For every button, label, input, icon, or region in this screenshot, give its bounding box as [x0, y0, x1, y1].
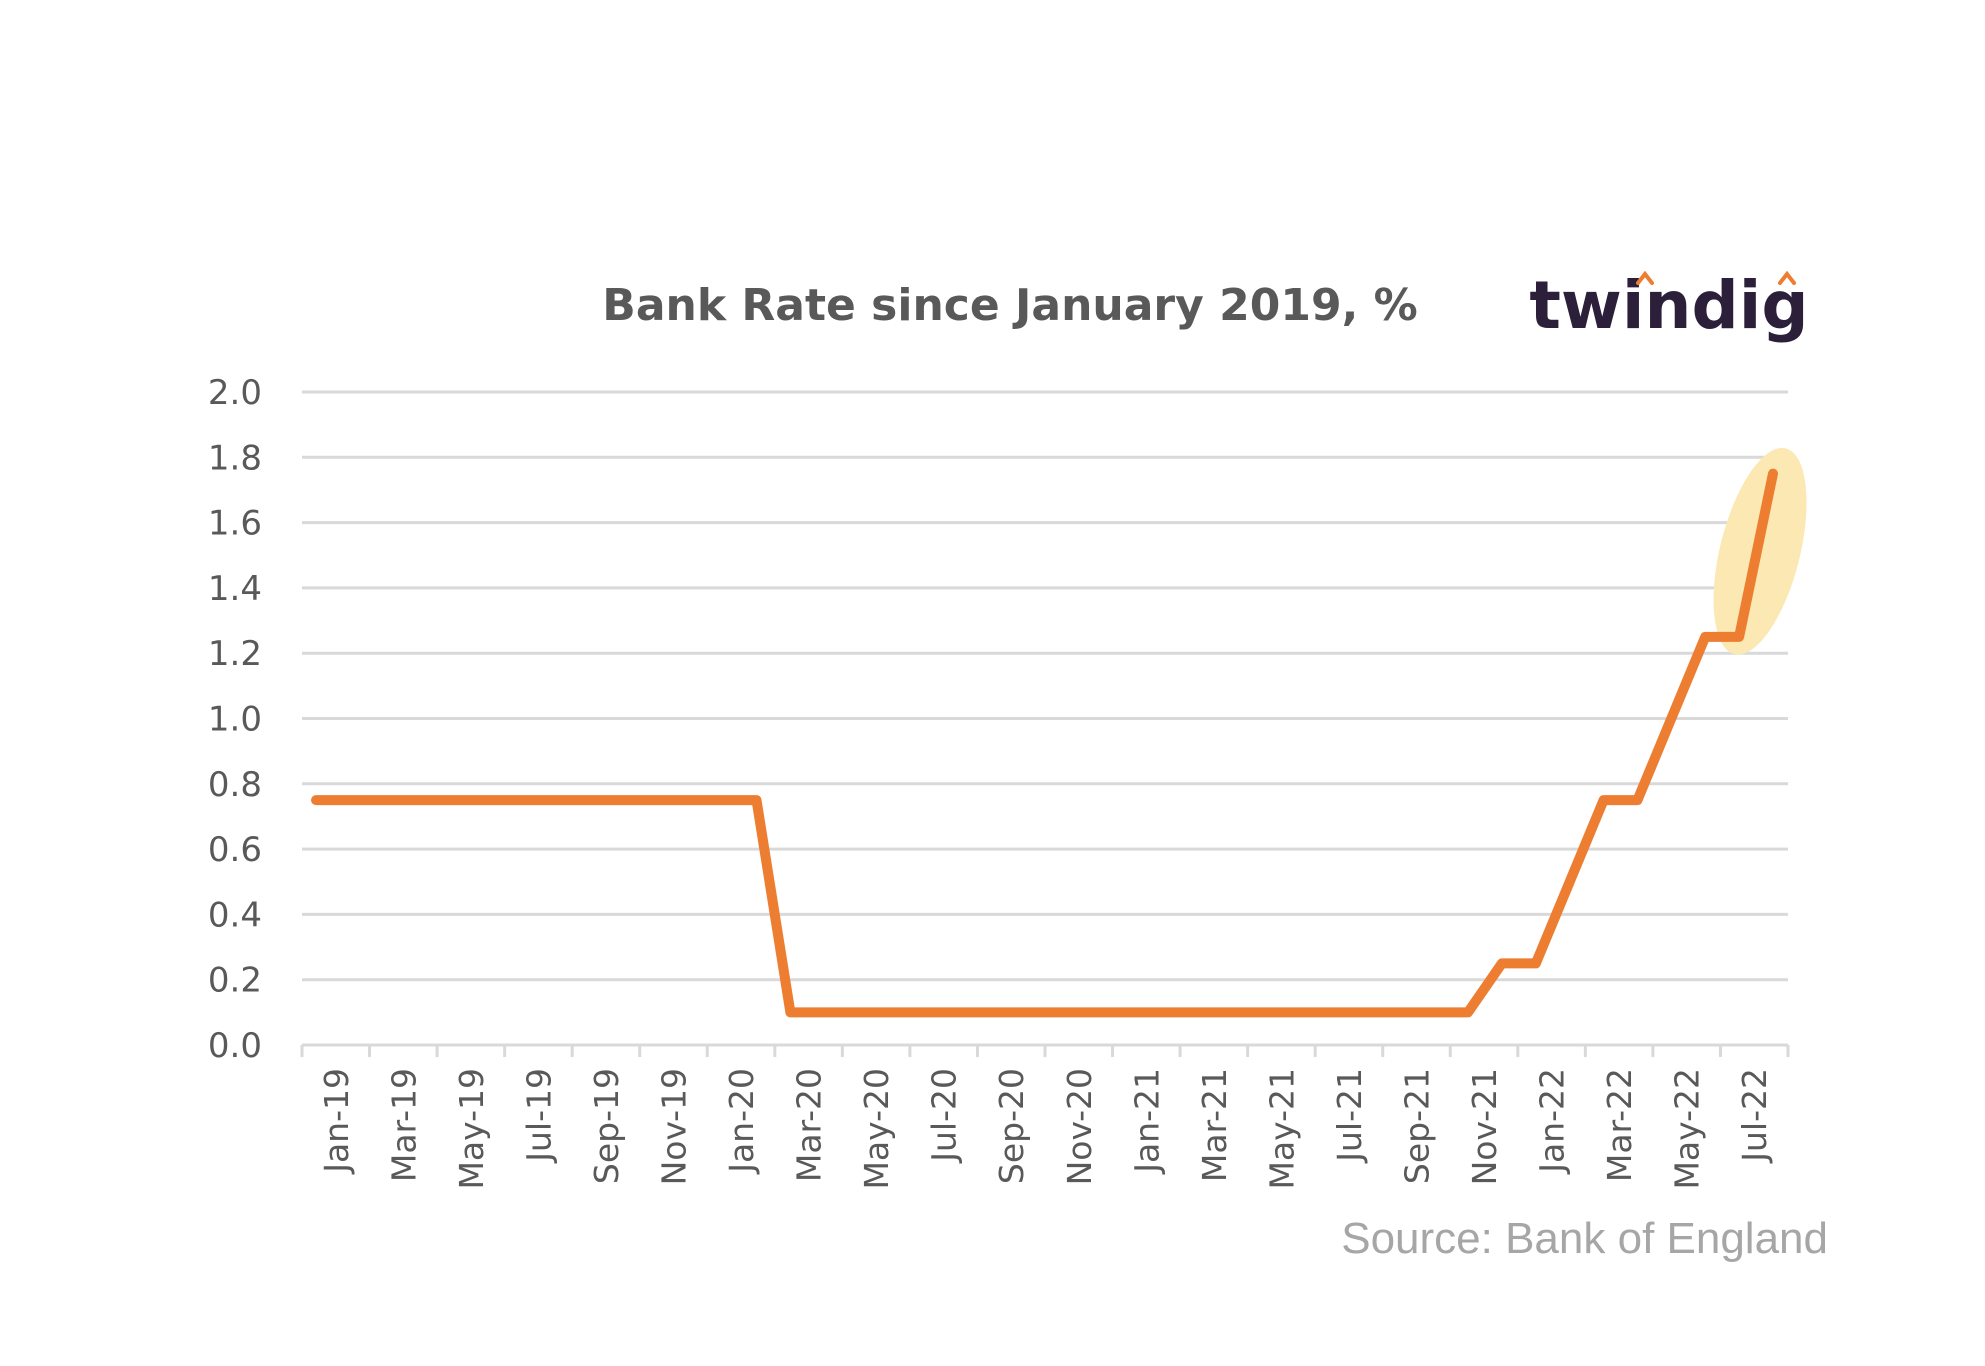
y-tick-label: 0.0: [208, 1026, 262, 1066]
x-tick-label: Jul-19: [519, 1068, 558, 1164]
y-tick-label: 1.4: [208, 569, 262, 609]
x-axis: Jan-19 Mar-19 May-19 Jul-19 Sep-19 Nov-19 Jan-…: [300, 1043, 1790, 1190]
x-tick-label: Jan-20: [722, 1068, 761, 1175]
x-tick-label: Mar-19: [384, 1068, 423, 1182]
x-tick-label: Sep-21: [1398, 1068, 1437, 1184]
y-tick-label: 0.8: [208, 765, 262, 805]
logo-caret-icon: [1636, 270, 1654, 285]
y-tick-label: 1.2: [208, 634, 262, 674]
series-line: [311, 468, 1778, 1018]
chart-title: Bank Rate since January 2019, %: [602, 280, 1417, 331]
x-tick-label: May-19: [452, 1068, 491, 1190]
y-tick-label: 1.6: [208, 504, 262, 544]
x-tick-label: Mar-22: [1600, 1068, 1639, 1182]
series-group: [311, 468, 1778, 1018]
x-tick-label: Jul-20: [925, 1068, 964, 1164]
logo-caret-icon: [1778, 270, 1796, 285]
x-tick-label: Nov-21: [1465, 1068, 1504, 1185]
grid-lines: [302, 390, 1788, 1047]
x-tick-label: Jan-19: [317, 1068, 356, 1175]
x-tick-label: Sep-20: [992, 1068, 1031, 1184]
y-tick-label: 0.2: [208, 961, 262, 1001]
y-axis-ticks: 0.0 0.2 0.4 0.6 0.8 1.0 1.2 1.4 1.6 1.8 2.0: [208, 373, 262, 1066]
y-tick-label: 0.4: [208, 895, 262, 935]
source-note: Source: Bank of England: [1341, 1214, 1828, 1263]
x-tick-label: Nov-19: [655, 1068, 694, 1185]
x-tick-label: May-21: [1262, 1068, 1301, 1190]
y-tick-label: 1.8: [208, 438, 262, 478]
x-tick-label: Jul-22: [1735, 1068, 1774, 1164]
logo-text: twindig: [1529, 267, 1808, 344]
x-tick-label: May-20: [857, 1068, 896, 1190]
x-tick-label: Jan-22: [1533, 1068, 1572, 1175]
x-tick-label: Sep-19: [587, 1068, 626, 1184]
y-tick-label: 1.0: [208, 700, 262, 740]
y-tick-label: 0.6: [208, 830, 262, 870]
x-tick-label: Mar-21: [1195, 1068, 1234, 1182]
x-tick-label: Mar-20: [790, 1068, 829, 1182]
twindig-logo: twindig: [1529, 267, 1808, 344]
x-tick-label: Nov-20: [1060, 1068, 1099, 1185]
x-tick-label: Jul-21: [1330, 1068, 1369, 1164]
y-tick-label: 2.0: [208, 373, 262, 413]
x-tick-label: Jan-21: [1127, 1068, 1166, 1175]
x-tick-label: May-22: [1668, 1068, 1707, 1190]
